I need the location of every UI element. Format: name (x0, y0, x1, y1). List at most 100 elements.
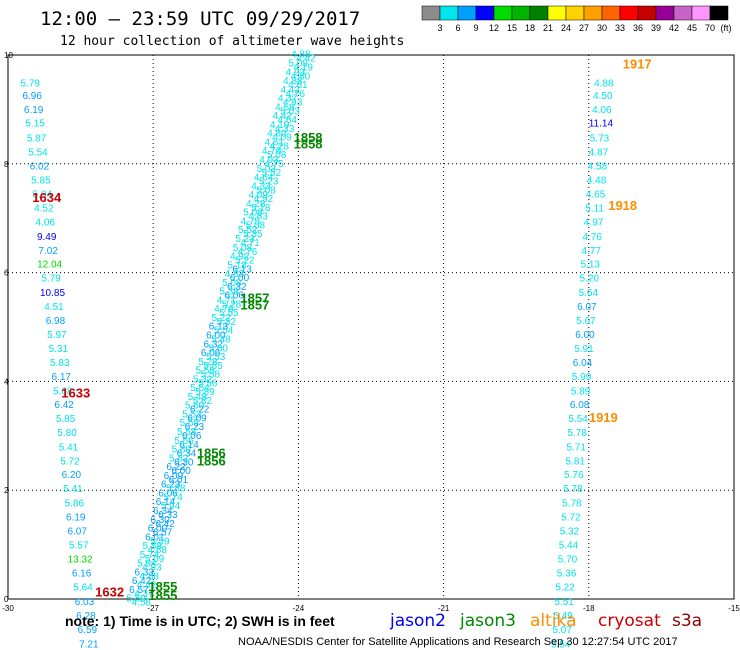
swh-label-diagonal: 5.53 (206, 352, 226, 363)
swh-label-diagonal: 4.19 (293, 62, 313, 73)
swh-label-track-a: 7.21 (79, 639, 99, 650)
colorbar-tick-label: 42 (669, 23, 679, 33)
colorbar-legend: 3 6 9 12 15 18 21 24 27 30 33 36 39 42 45 70 (ft) (421, 5, 732, 33)
colorbar-tick-label: 9 (473, 23, 478, 33)
x-tick-label: -21 (438, 604, 450, 613)
swh-label-diagonal: 4.83 (225, 269, 245, 280)
swh-label-track-a: 5.85 (56, 414, 76, 425)
swh-label-diagonal: 6.33 (134, 567, 154, 578)
swh-label-diagonal: 4.93 (259, 155, 279, 166)
swh-label-track-a: 5.54 (28, 148, 48, 159)
swh-label-track-a: 5.31 (49, 344, 69, 355)
colorbar-tick-label: 33 (615, 23, 625, 33)
swh-label-diagonal: 5.94 (137, 559, 157, 570)
colorbar-swatch (673, 5, 693, 21)
swh-label-track-a: 6.02 (30, 162, 50, 173)
time-label: 1856 (197, 446, 226, 461)
colorbar-swatch (529, 5, 549, 21)
credit-line: NOAA/NESDIS Center for Satellite Applica… (238, 636, 678, 648)
swh-label-diagonal: 4.92 (230, 252, 250, 263)
swh-label-diagonal: 6.30 (150, 515, 170, 526)
swh-label-track-a: 6.17 (52, 372, 72, 383)
swh-label-diagonal: 4.28 (246, 199, 266, 210)
swh-label-diagonal: 5.55 (196, 366, 216, 377)
swh-label-track-b: 4.48 (587, 175, 607, 186)
colorbar-tick-label: 39 (651, 23, 661, 33)
swh-label-diagonal: 5.55 (180, 418, 200, 429)
y-tick-label: 2 (4, 486, 9, 495)
swh-label-track-b: 5.32 (560, 527, 580, 538)
y-tick-label: 0 (4, 595, 9, 604)
swh-label-diagonal: 4.09 (272, 133, 292, 144)
swh-label-track-a: 5.79 (21, 78, 41, 89)
swh-label-diagonal: 6.00 (206, 330, 226, 341)
swh-label-track-b: 6.08 (570, 400, 590, 411)
swh-label-track-b: 5.89 (571, 386, 591, 397)
swh-label-track-a: 5.86 (65, 498, 85, 509)
swh-label-diagonal: 5.52 (238, 225, 258, 236)
swh-label-diagonal: 4.64 (254, 173, 274, 184)
swh-label-diagonal: 5.59 (127, 594, 147, 605)
swh-label-diagonal: 4.76 (262, 146, 282, 157)
swh-label-track-a: 6.16 (72, 569, 92, 580)
swh-label-diagonal: 6.06 (182, 431, 202, 442)
swh-label-diagonal: 5.08 (256, 185, 276, 196)
swh-label-track-a: 6.07 (67, 527, 87, 538)
swh-label-track-b: 5.78 (563, 484, 583, 495)
swh-label-diagonal: 4.64 (278, 115, 298, 126)
y-tick-label: 10 (4, 51, 13, 60)
swh-label-diagonal: 6.01 (169, 475, 189, 486)
swh-label-track-b: 5.51 (554, 597, 574, 608)
swh-label-track-b: 6.00 (575, 330, 595, 341)
swh-label-diagonal: 6.23 (161, 480, 181, 491)
swh-label-diagonal: 4.37 (134, 589, 154, 600)
swh-label-diagonal: 6.22 (166, 462, 186, 473)
swh-label-diagonal: 5.82 (169, 453, 189, 464)
colorbar-swatch (709, 5, 729, 21)
swh-label-diagonal: 5.56 (174, 436, 194, 447)
colorbar-tick-label: 70 (705, 23, 715, 33)
swh-label-diagonal: 5.55 (203, 361, 223, 372)
swh-label-track-a: 4.51 (44, 302, 64, 313)
swh-label-diagonal: 5.53 (182, 409, 202, 420)
swh-label-diagonal: 5.08 (267, 150, 287, 161)
swh-label-diagonal: 6.00 (148, 524, 168, 535)
swh-label-diagonal: 5.89 (195, 387, 215, 398)
swh-label-diagonal: 4.42 (280, 85, 300, 96)
page-subtitle: 12 hour collection of altimeter wave hei… (60, 34, 404, 49)
swh-label-track-b: 4.50 (593, 91, 613, 102)
swh-label-diagonal: 5.58 (201, 370, 221, 381)
swh-label-diagonal: 6.22 (190, 405, 210, 416)
swh-label-diagonal: 4.71 (217, 295, 237, 306)
swh-label-diagonal: 6.06 (158, 488, 178, 499)
swh-label-diagonal: 5.55 (219, 308, 239, 319)
swh-label-diagonal: 5.89 (172, 445, 192, 456)
swh-label-diagonal: 4.42 (296, 54, 316, 65)
x-axis-ticks: -30 -27 -24 -21 -18 -15 (2, 604, 740, 613)
swh-label-track-a: 6.20 (62, 470, 82, 481)
colorbar-swatch (493, 5, 513, 21)
colorbar-swatch (547, 5, 567, 21)
swh-label-track-a: 6.42 (54, 400, 74, 411)
swh-label-diagonal: 6.32 (203, 339, 223, 350)
swh-label-diagonal: 6.14 (156, 497, 176, 508)
swh-label-track-a: 5.85 (31, 175, 51, 186)
swh-label-diagonal: 4.88 (147, 545, 167, 556)
swh-label-diagonal: 5.74 (163, 492, 183, 503)
swh-label-track-a: 5.64 (73, 583, 93, 594)
swh-label-track-b: 5.49 (553, 611, 573, 622)
swh-label-track-b: 4.77 (581, 246, 601, 257)
swh-label-diagonal: 4.75 (241, 216, 261, 227)
swh-label-track-b: 11.14 (589, 119, 614, 130)
time-label: 1855 (148, 579, 177, 594)
colorbar-swatch (439, 5, 459, 21)
swh-label-diagonal: 6.42 (132, 576, 152, 587)
legend-item-altika: altika (530, 611, 577, 631)
swh-label-diagonal: 6.57 (129, 585, 149, 596)
swh-label-track-a: 6.96 (22, 91, 42, 102)
swh-label-diagonal: 4.76 (285, 89, 305, 100)
swh-label-diagonal: 5.56 (198, 378, 218, 389)
swh-label-track-b: 4.88 (594, 78, 614, 89)
colorbar-swatch (511, 5, 531, 21)
swh-label-diagonal: 6.42 (155, 519, 175, 530)
